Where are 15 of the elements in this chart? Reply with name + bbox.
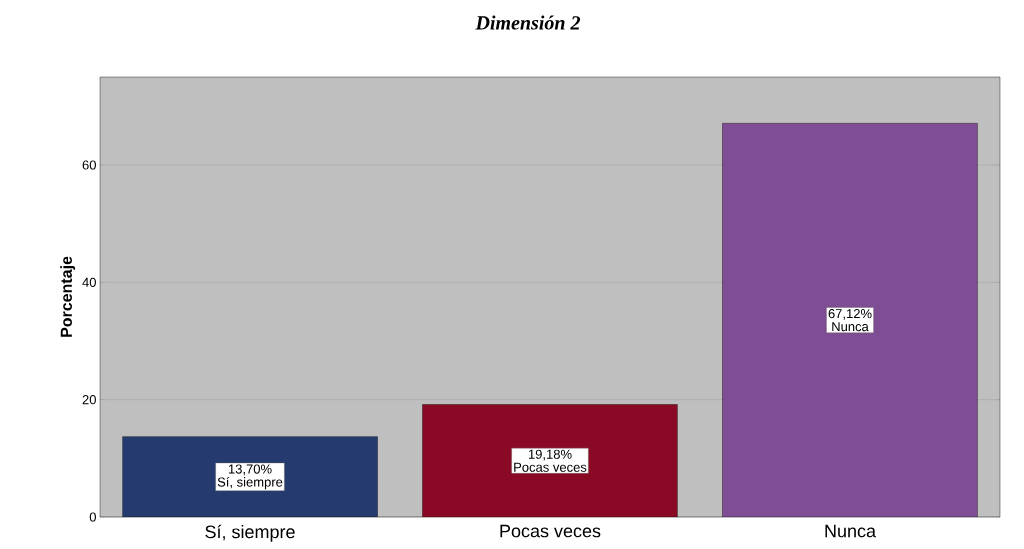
x-tick-label: Pocas veces bbox=[500, 524, 601, 538]
x-tick-label: Sí, siempre bbox=[205, 524, 295, 542]
data-label: 13,70% bbox=[228, 464, 272, 476]
category-label: Nunca bbox=[832, 322, 869, 332]
y-axis-title: Porcentaje bbox=[60, 256, 76, 337]
y-tick-label: 40 bbox=[82, 277, 96, 287]
category-label: Sí, siempre bbox=[217, 476, 283, 490]
y-tick-label: 60 bbox=[82, 160, 96, 170]
y-tick-label: 0 bbox=[89, 512, 96, 522]
data-label: 67,12% bbox=[828, 309, 872, 320]
data-label: 19,18% bbox=[528, 449, 572, 461]
x-tick-label: Nunca bbox=[825, 524, 877, 538]
category-label: Pocas veces bbox=[514, 462, 587, 472]
y-tick-label: 20 bbox=[82, 395, 96, 405]
chart-title: Dimensión 2 bbox=[475, 15, 581, 30]
